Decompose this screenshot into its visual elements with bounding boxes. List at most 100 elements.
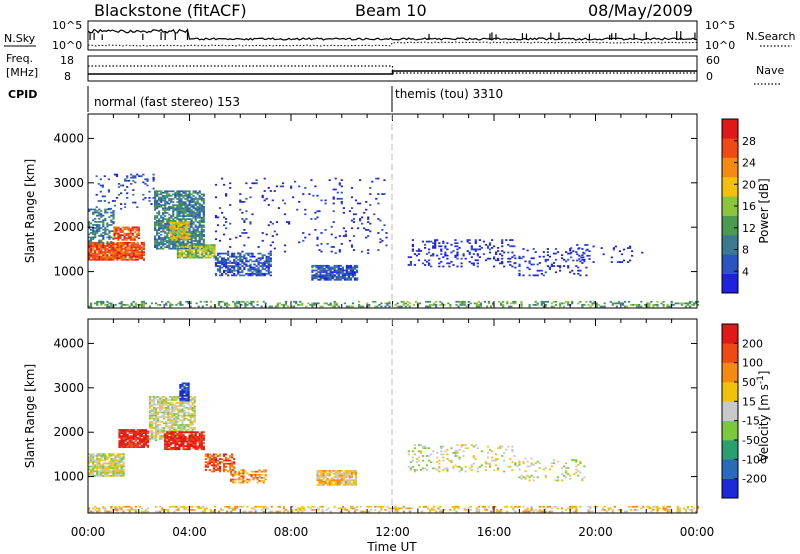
echo-cell — [159, 406, 162, 409]
echo-cell — [104, 459, 107, 462]
echo-cell — [168, 437, 171, 440]
echo-cell — [348, 473, 352, 475]
echo-cell — [119, 237, 122, 240]
echo-cell — [150, 427, 154, 429]
echo-cell — [320, 199, 323, 202]
echo-cell — [342, 227, 345, 230]
echo-cell — [92, 219, 95, 222]
echo-cell — [130, 446, 133, 448]
echo-cell — [228, 507, 231, 510]
echo-cell — [157, 399, 160, 401]
echo-cell — [90, 248, 93, 250]
echo-cell — [207, 247, 210, 250]
echo-cell — [154, 191, 157, 194]
echo-cell — [638, 304, 641, 306]
echo-cell — [470, 464, 473, 467]
echo-cell — [502, 304, 505, 306]
echo-cell — [169, 416, 172, 418]
echo-cell — [104, 475, 107, 477]
echo-cell — [182, 215, 185, 217]
echo-cell — [99, 184, 102, 187]
echo-cell — [94, 461, 97, 463]
echo-cell — [202, 213, 205, 216]
echo-cell — [128, 438, 131, 441]
echo-cell — [239, 274, 242, 277]
echo-cell — [411, 239, 414, 241]
echo-cell — [318, 469, 321, 472]
echo-cell — [556, 251, 560, 253]
echo-cell — [365, 201, 368, 203]
echo-cell — [316, 471, 319, 474]
echo-cell — [115, 232, 118, 235]
echo-cell — [188, 195, 191, 197]
echo-cell — [200, 431, 203, 434]
echo-cell — [692, 302, 696, 305]
echo-cell — [98, 453, 101, 456]
echo-cell — [144, 441, 147, 444]
echo-cell — [330, 225, 333, 228]
echo-cell — [194, 442, 197, 444]
echo-cell — [692, 304, 696, 306]
echo-cell — [581, 254, 584, 257]
echo-cell — [134, 176, 137, 179]
echo-cell — [427, 305, 430, 308]
echo-cell — [404, 302, 407, 305]
echo-cell — [269, 254, 272, 257]
echo-cell — [464, 470, 467, 473]
echo-cell — [189, 302, 192, 305]
echo-cell — [288, 221, 291, 223]
echo-cell — [110, 241, 113, 243]
echo-cell — [106, 462, 109, 465]
echo-cell — [160, 215, 163, 217]
echo-cell — [283, 250, 287, 253]
echo-cell — [185, 402, 188, 404]
echo-cell — [98, 258, 101, 261]
echo-cell — [454, 254, 457, 257]
echo-cell — [429, 304, 432, 306]
echo-cell — [267, 265, 270, 267]
echo-cell — [227, 262, 230, 264]
echo-cell — [561, 473, 564, 476]
echo-cell — [181, 228, 184, 230]
echo-cell — [98, 475, 101, 477]
echo-cell — [231, 453, 234, 456]
echo-cell — [257, 262, 260, 264]
echo-cell — [327, 274, 330, 277]
echo-cell — [118, 464, 121, 466]
echo-cell — [88, 507, 91, 510]
echo-cell — [321, 305, 324, 308]
echo-cell — [168, 202, 171, 205]
echo-cell — [493, 256, 496, 259]
echo-cell — [190, 241, 193, 244]
echo-cell — [278, 510, 281, 513]
echo-cell — [168, 431, 171, 434]
echo-cell — [332, 202, 335, 205]
echo-cell — [185, 394, 188, 397]
echo-cell — [237, 269, 240, 272]
echo-cell — [532, 263, 535, 266]
echo-cell — [316, 469, 319, 472]
echo-cell — [154, 201, 157, 203]
echo-cell — [503, 470, 506, 473]
echo-cell — [328, 474, 331, 477]
echo-cell — [112, 246, 115, 249]
echo-cell — [463, 304, 466, 306]
echo-cell — [267, 268, 270, 271]
echo-cell — [142, 305, 145, 308]
echo-cell — [186, 446, 189, 449]
echo-cell — [611, 302, 614, 305]
echo-cell — [290, 185, 293, 188]
echo-cell — [176, 240, 179, 242]
echo-cell — [570, 251, 573, 254]
echo-cell — [171, 414, 174, 417]
echo-cell — [175, 419, 178, 422]
echo-cell — [120, 441, 123, 444]
echo-cell — [187, 235, 190, 238]
echo-cell — [98, 510, 101, 513]
echo-cell — [202, 224, 205, 227]
echo-cell — [199, 256, 202, 259]
echo-cell — [235, 263, 238, 266]
echo-cell — [450, 461, 453, 464]
echo-cell — [183, 433, 186, 436]
echo-cell — [337, 271, 340, 273]
